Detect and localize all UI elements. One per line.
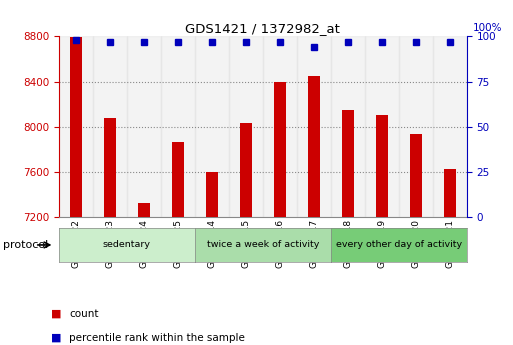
Text: ■: ■ (51, 309, 62, 319)
Bar (229, 36, 263, 217)
Bar (331, 36, 365, 217)
Bar (195, 36, 229, 217)
Bar (365, 36, 399, 217)
Title: GDS1421 / 1372982_at: GDS1421 / 1372982_at (186, 22, 340, 35)
Bar (274, 81, 286, 217)
Bar (127, 36, 161, 217)
Bar (172, 141, 184, 217)
Bar (399, 36, 433, 217)
Text: sedentary: sedentary (103, 240, 151, 249)
Bar (70, 37, 82, 217)
Bar (444, 169, 456, 217)
Bar (93, 36, 127, 217)
Bar (59, 36, 93, 217)
Text: ■: ■ (51, 333, 62, 343)
Bar (240, 123, 252, 217)
Text: percentile rank within the sample: percentile rank within the sample (69, 333, 245, 343)
Bar (410, 134, 422, 217)
Text: protocol: protocol (3, 240, 48, 250)
Bar (376, 116, 388, 217)
Bar (433, 36, 467, 217)
Bar (206, 172, 218, 217)
Bar (342, 110, 354, 217)
Text: every other day of activity: every other day of activity (336, 240, 462, 249)
Text: count: count (69, 309, 99, 319)
Bar (104, 118, 116, 217)
Text: twice a week of activity: twice a week of activity (207, 240, 319, 249)
Bar (297, 36, 331, 217)
Bar (138, 203, 150, 217)
Text: 100%: 100% (472, 23, 502, 33)
Bar (161, 36, 195, 217)
Bar (263, 36, 297, 217)
Bar (308, 76, 320, 217)
